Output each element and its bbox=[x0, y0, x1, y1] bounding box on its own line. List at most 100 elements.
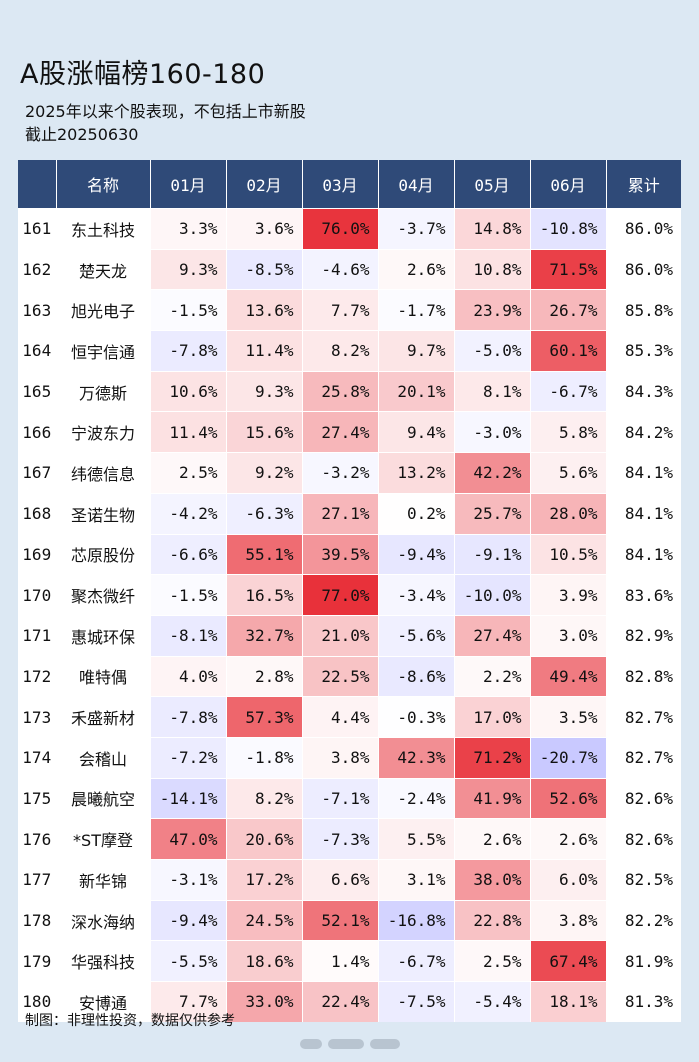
heat-cell-month-1: -6.6% bbox=[149, 533, 226, 575]
heatmap-table: 名称 01月 02月 03月 04月 05月 06月 累计 161 东土科技 3.3… bbox=[18, 160, 681, 1022]
heat-cell-month-1: -4.2% bbox=[149, 492, 226, 534]
table-row: 169 芯原股份 -6.6% 55.1% 39.5% -9.4% -9.1% 10.5% 84.… bbox=[18, 533, 681, 575]
heat-cell-month-5: 42.2% bbox=[453, 452, 530, 494]
heat-cell-month-2: 13.6% bbox=[225, 289, 302, 331]
heat-cell-month-2: 8.2% bbox=[225, 777, 302, 819]
table-row: 178 深水海纳 -9.4% 24.5% 52.1% -16.8% 22.8% 3.8% 82.… bbox=[18, 899, 681, 941]
heat-cell-month-1: -5.5% bbox=[149, 940, 226, 982]
rank-cell: 168 bbox=[18, 492, 56, 534]
heat-cell-month-3: 21.0% bbox=[301, 614, 378, 657]
rank-cell: 179 bbox=[18, 940, 56, 982]
watermark-pill bbox=[300, 1039, 322, 1049]
total-cell: 82.7% bbox=[605, 696, 681, 738]
heat-cell-month-4: 9.4% bbox=[377, 411, 454, 453]
heat-cell-month-4: -7.5% bbox=[377, 981, 454, 1022]
heat-cell-month-1: -8.1% bbox=[149, 614, 226, 657]
rank-cell: 178 bbox=[18, 899, 56, 941]
heat-cell-month-6: 60.1% bbox=[529, 330, 606, 372]
total-cell: 84.3% bbox=[605, 370, 681, 412]
heat-cell-month-2: 16.5% bbox=[225, 574, 302, 616]
heat-cell-month-3: 77.0% bbox=[301, 574, 378, 616]
heat-cell-month-2: 20.6% bbox=[225, 818, 302, 860]
heat-cell-month-2: -8.5% bbox=[225, 248, 302, 290]
heat-cell-month-1: -7.8% bbox=[149, 330, 226, 372]
total-cell: 82.5% bbox=[605, 859, 681, 901]
heat-cell-month-4: -2.4% bbox=[377, 777, 454, 819]
heat-cell-month-3: 27.1% bbox=[301, 492, 378, 534]
table-row: 174 会稽山 -7.2% -1.8% 3.8% 42.3% 71.2% -20.7% 82.7… bbox=[18, 736, 681, 779]
heat-cell-month-5: -10.0% bbox=[453, 574, 530, 616]
subtitle-description: 2025年以来个股表现，不包括上市新股 bbox=[25, 102, 306, 121]
stock-name-cell: 宁波东力 bbox=[55, 411, 150, 453]
heat-cell-month-1: -1.5% bbox=[149, 289, 226, 331]
table-row: 180 安博通 7.7% 33.0% 22.4% -7.5% -5.4% 18.1% 81.3% bbox=[18, 981, 681, 1022]
heat-cell-month-3: 7.7% bbox=[301, 289, 378, 331]
header-rank bbox=[18, 160, 56, 209]
rank-cell: 172 bbox=[18, 655, 56, 697]
watermark bbox=[300, 1036, 408, 1052]
heat-cell-month-2: 15.6% bbox=[225, 411, 302, 453]
heat-cell-month-3: 8.2% bbox=[301, 330, 378, 372]
footer-credit: 制图：非理性投资，数据仅供参考 bbox=[25, 1013, 235, 1029]
heat-cell-month-5: 17.0% bbox=[453, 696, 530, 738]
rank-cell: 171 bbox=[18, 614, 56, 657]
rank-cell: 173 bbox=[18, 696, 56, 738]
heat-cell-month-5: 8.1% bbox=[453, 370, 530, 412]
heat-cell-month-3: 6.6% bbox=[301, 859, 378, 901]
heat-cell-month-1: -7.2% bbox=[149, 736, 226, 779]
heat-cell-month-6: 2.6% bbox=[529, 818, 606, 860]
heat-cell-month-6: 26.7% bbox=[529, 289, 606, 331]
rank-cell: 166 bbox=[18, 411, 56, 453]
total-cell: 82.7% bbox=[605, 736, 681, 779]
heat-cell-month-4: 42.3% bbox=[377, 736, 454, 779]
total-cell: 82.6% bbox=[605, 818, 681, 860]
heat-cell-month-2: 9.3% bbox=[225, 370, 302, 412]
heat-cell-month-1: 7.7% bbox=[149, 981, 226, 1022]
table-row: 172 唯特偶 4.0% 2.8% 22.5% -8.6% 2.2% 49.4% 82.8% bbox=[18, 655, 681, 697]
heat-cell-month-3: 4.4% bbox=[301, 696, 378, 738]
heat-cell-month-3: 27.4% bbox=[301, 411, 378, 453]
header-row: 名称 01月 02月 03月 04月 05月 06月 累计 bbox=[18, 160, 681, 209]
total-cell: 84.1% bbox=[605, 533, 681, 575]
heat-cell-month-6: 5.8% bbox=[529, 411, 606, 453]
rank-cell: 165 bbox=[18, 370, 56, 412]
stock-name-cell: 恒宇信通 bbox=[55, 330, 150, 372]
header-total: 累计 bbox=[605, 160, 681, 209]
heat-cell-month-4: -3.7% bbox=[377, 208, 454, 250]
table-row: 161 东土科技 3.3% 3.6% 76.0% -3.7% 14.8% -10.8% 86.0… bbox=[18, 208, 681, 250]
heat-cell-month-5: -9.1% bbox=[453, 533, 530, 575]
table-row: 177 新华锦 -3.1% 17.2% 6.6% 3.1% 38.0% 6.0% 82.5% bbox=[18, 859, 681, 901]
stock-name-cell: 惠城环保 bbox=[55, 614, 150, 657]
total-cell: 83.6% bbox=[605, 574, 681, 616]
heat-cell-month-4: -8.6% bbox=[377, 655, 454, 697]
table-row: 163 旭光电子 -1.5% 13.6% 7.7% -1.7% 23.9% 26.7% 85.8… bbox=[18, 289, 681, 331]
stock-name-cell: 楚天龙 bbox=[55, 248, 150, 290]
heat-cell-month-4: 5.5% bbox=[377, 818, 454, 860]
heat-cell-month-3: 52.1% bbox=[301, 899, 378, 941]
heat-cell-month-2: -1.8% bbox=[225, 736, 302, 779]
heat-cell-month-5: -3.0% bbox=[453, 411, 530, 453]
heat-cell-month-4: 3.1% bbox=[377, 859, 454, 901]
heat-cell-month-6: 3.5% bbox=[529, 696, 606, 738]
rank-cell: 164 bbox=[18, 330, 56, 372]
heat-cell-month-6: 49.4% bbox=[529, 655, 606, 697]
heat-cell-month-3: -7.1% bbox=[301, 777, 378, 819]
heat-cell-month-5: -5.4% bbox=[453, 981, 530, 1022]
heat-cell-month-2: 9.2% bbox=[225, 452, 302, 494]
heat-cell-month-4: 2.6% bbox=[377, 248, 454, 290]
heat-cell-month-3: 1.4% bbox=[301, 940, 378, 982]
total-cell: 82.6% bbox=[605, 777, 681, 819]
heat-cell-month-6: 6.0% bbox=[529, 859, 606, 901]
stock-name-cell: *ST摩登 bbox=[55, 818, 150, 860]
heat-cell-month-6: -20.7% bbox=[529, 736, 606, 779]
heat-cell-month-6: 5.6% bbox=[529, 452, 606, 494]
heat-cell-month-2: 3.6% bbox=[225, 208, 302, 250]
heat-cell-month-4: 9.7% bbox=[377, 330, 454, 372]
rank-cell: 180 bbox=[18, 981, 56, 1022]
heat-cell-month-2: 55.1% bbox=[225, 533, 302, 575]
heat-cell-month-1: 11.4% bbox=[149, 411, 226, 453]
heat-cell-month-1: -14.1% bbox=[149, 777, 226, 819]
heat-cell-month-5: 2.5% bbox=[453, 940, 530, 982]
rank-cell: 169 bbox=[18, 533, 56, 575]
heat-cell-month-1: 3.3% bbox=[149, 208, 226, 250]
